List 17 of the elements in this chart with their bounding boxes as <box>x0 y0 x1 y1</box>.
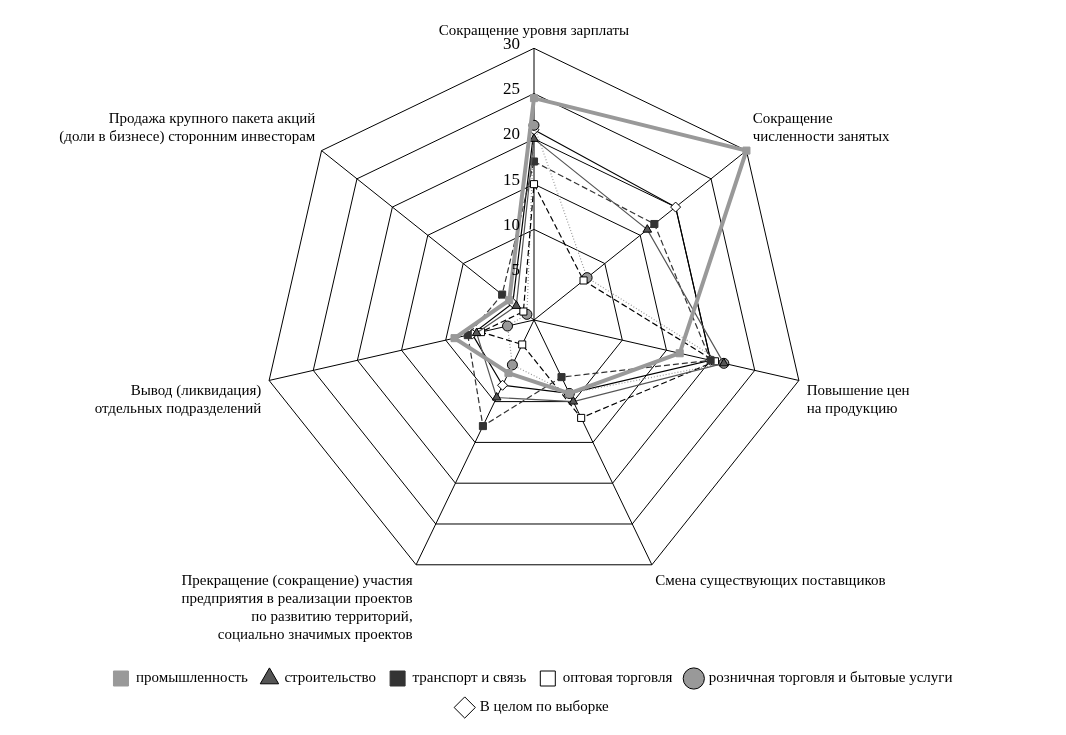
spoke-label: Смена существующих поставщиков <box>655 571 886 588</box>
y-tick-label: 10 <box>503 214 520 234</box>
spoke-label: Продажа крупного пакета акций (доли в бизнесе) сторонним инвесторам <box>59 109 316 145</box>
legend-label: оптовая торговля <box>562 669 673 686</box>
legend-label: розничная торговля и бытовые услуги <box>708 669 953 686</box>
legend-label: транспорт и связь <box>412 669 527 686</box>
legend-label: промышленность <box>135 669 249 686</box>
y-tick-label: 20 <box>503 124 520 144</box>
spoke-label: Прекращение (сокращение) участия предприятия в реализации проектов по развитию территорий, социально значимых проектов <box>181 571 413 642</box>
legend-label: строительство <box>284 669 377 686</box>
y-tick-label: 25 <box>503 79 520 99</box>
spoke-label: Вывод (ликвидация) отдельных подразделений <box>94 382 262 417</box>
spoke-label: Сокращение уровня зарплаты <box>438 22 630 39</box>
spoke-label: Повышение цен на продукцию <box>806 382 910 417</box>
y-tick-label: 15 <box>503 169 520 189</box>
legend-label: В целом по выборке <box>479 698 610 715</box>
spoke-label: Сокращение численности занятых <box>752 109 891 144</box>
